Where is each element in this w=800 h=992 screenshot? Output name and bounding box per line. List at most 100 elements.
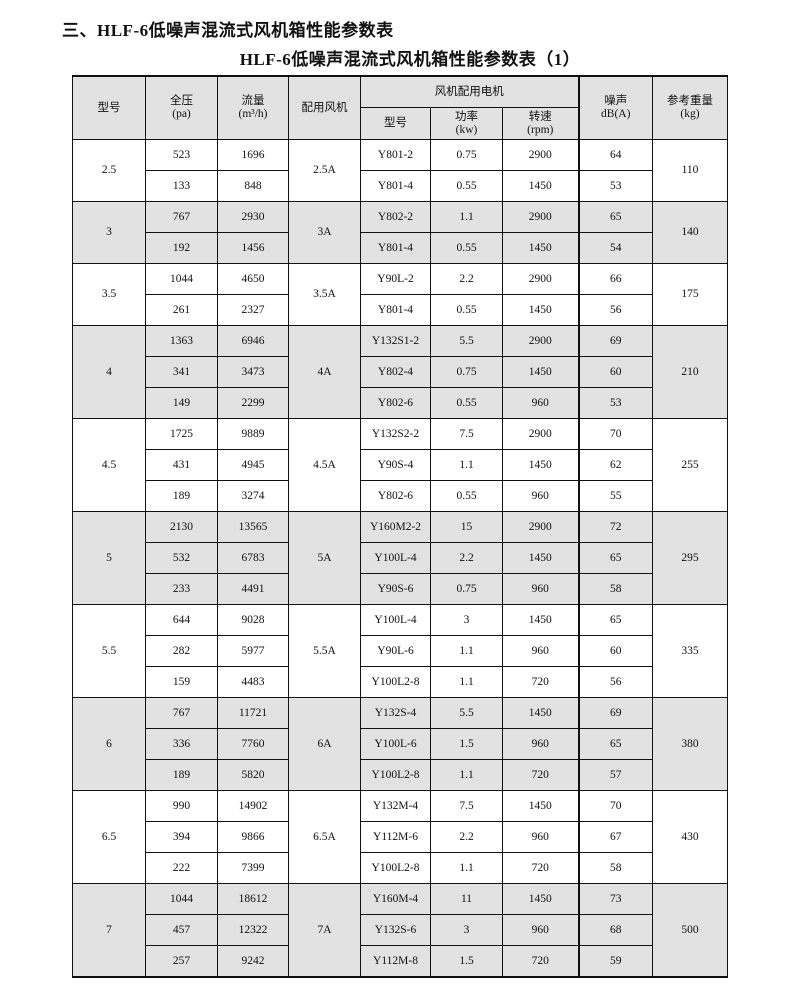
pressure-cell: 767 (145, 697, 218, 729)
pressure-cell: 532 (145, 542, 218, 574)
noise-cell: 59 (577, 945, 653, 978)
noise-cell: 64 (577, 139, 653, 171)
speed-cell: 720 (502, 945, 579, 978)
model-cell: 2.5 (72, 139, 146, 202)
flow-cell: 4491 (217, 573, 289, 605)
fan-cell: 5A (288, 511, 361, 605)
flow-cell: 848 (217, 170, 289, 202)
flow-cell: 9866 (217, 821, 289, 853)
motor-model-cell: Y112M-6 (360, 821, 431, 853)
table-row: 532 6783 Y100L-4 2.2 1450 65 (73, 542, 728, 574)
fan-cell: 6.5A (288, 790, 361, 884)
weight-cell: 500 (652, 883, 728, 978)
table-row: 4.5 1725 9889 4.5A Y132S2-2 7.5 2900 70 255 (72, 418, 728, 512)
flow-cell: 3274 (217, 480, 289, 512)
model-cell: 7 (72, 883, 146, 978)
header-weight: 参考重量 (kg) (652, 75, 728, 140)
pressure-cell: 192 (145, 232, 218, 264)
model-cell: 5 (72, 511, 146, 605)
noise-cell: 65 (577, 728, 653, 760)
flow-cell: 9889 (217, 418, 289, 450)
noise-cell: 67 (577, 821, 653, 853)
speed-cell: 960 (502, 728, 579, 760)
speed-cell: 1450 (502, 170, 579, 202)
noise-cell: 58 (577, 573, 653, 605)
motor-model-cell: Y132S2-2 (360, 418, 431, 450)
pressure-cell: 1044 (145, 263, 218, 295)
power-cell: 0.75 (430, 139, 503, 171)
flow-cell: 4483 (217, 666, 289, 698)
noise-cell: 69 (577, 697, 653, 729)
noise-cell: 65 (577, 542, 653, 574)
table-row: 457 12322 Y132S-6 3 960 68 (73, 914, 728, 946)
speed-cell: 960 (502, 635, 579, 667)
table-row: 222 7399 Y100L2-8 1.1 720 58 (73, 852, 728, 884)
model-cell: 3.5 (72, 263, 146, 326)
speed-cell: 720 (502, 852, 579, 884)
fan-cell: 5.5A (288, 604, 361, 698)
motor-model-cell: Y90L-6 (360, 635, 431, 667)
pressure-cell: 523 (145, 139, 218, 171)
speed-cell: 1450 (502, 604, 579, 636)
table-row: 159 4483 Y100L2-8 1.1 720 56 (73, 666, 728, 698)
power-cell: 1.1 (430, 759, 503, 791)
flow-cell: 18612 (217, 883, 289, 915)
flow-cell: 4945 (217, 449, 289, 481)
power-cell: 0.55 (430, 170, 503, 202)
weight-cell: 430 (652, 790, 728, 884)
pressure-cell: 282 (145, 635, 218, 667)
flow-cell: 2930 (217, 201, 289, 233)
motor-model-cell: Y100L-4 (360, 542, 431, 574)
motor-model-cell: Y90S-4 (360, 449, 431, 481)
motor-model-cell: Y160M2-2 (360, 511, 431, 543)
pressure-cell: 341 (145, 356, 218, 388)
pressure-cell: 767 (145, 201, 218, 233)
flow-cell: 4650 (217, 263, 289, 295)
power-cell: 0.55 (430, 480, 503, 512)
weight-cell: 255 (652, 418, 728, 512)
weight-cell: 335 (652, 604, 728, 698)
pressure-cell: 133 (145, 170, 218, 202)
header-motor-group: 风机配用电机 (360, 75, 579, 108)
power-cell: 0.55 (430, 387, 503, 419)
speed-cell: 1450 (502, 697, 579, 729)
power-cell: 1.1 (430, 449, 503, 481)
power-cell: 7.5 (430, 790, 503, 822)
motor-model-cell: Y802-2 (360, 201, 431, 233)
fan-cell: 3.5A (288, 263, 361, 326)
table-row: 133 848 Y801-4 0.55 1450 53 (73, 170, 728, 202)
table-row: 257 9242 Y112M-8 1.5 720 59 (73, 945, 728, 978)
pressure-cell: 149 (145, 387, 218, 419)
power-cell: 7.5 (430, 418, 503, 450)
speed-cell: 1450 (502, 883, 579, 915)
model-cell: 6 (72, 697, 146, 791)
speed-cell: 2900 (502, 263, 579, 295)
flow-cell: 7399 (217, 852, 289, 884)
speed-cell: 960 (502, 387, 579, 419)
table-row: 6.5 990 14902 6.5A Y132M-4 7.5 1450 70 430 (72, 790, 728, 884)
table-row: 189 5820 Y100L2-8 1.1 720 57 (73, 759, 728, 791)
noise-cell: 65 (577, 604, 653, 636)
power-cell: 0.55 (430, 232, 503, 264)
flow-cell: 6783 (217, 542, 289, 574)
flow-cell: 12322 (217, 914, 289, 946)
noise-cell: 62 (577, 449, 653, 481)
speed-cell: 1450 (502, 294, 579, 326)
table-row: 394 9866 Y112M-6 2.2 960 67 (73, 821, 728, 853)
speed-cell: 720 (502, 759, 579, 791)
pressure-cell: 1363 (145, 325, 218, 357)
power-cell: 1.1 (430, 666, 503, 698)
header-pressure: 全压 (pa) (145, 75, 218, 140)
fan-cell: 4A (288, 325, 361, 419)
power-cell: 0.75 (430, 573, 503, 605)
power-cell: 0.75 (430, 356, 503, 388)
power-cell: 1.5 (430, 728, 503, 760)
speed-cell: 1450 (502, 232, 579, 264)
header-motor-model: 型号 (360, 107, 431, 140)
speed-cell: 2900 (502, 418, 579, 450)
noise-cell: 53 (577, 170, 653, 202)
model-cell: 4.5 (72, 418, 146, 512)
power-cell: 2.2 (430, 821, 503, 853)
flow-cell: 7760 (217, 728, 289, 760)
noise-cell: 73 (577, 883, 653, 915)
